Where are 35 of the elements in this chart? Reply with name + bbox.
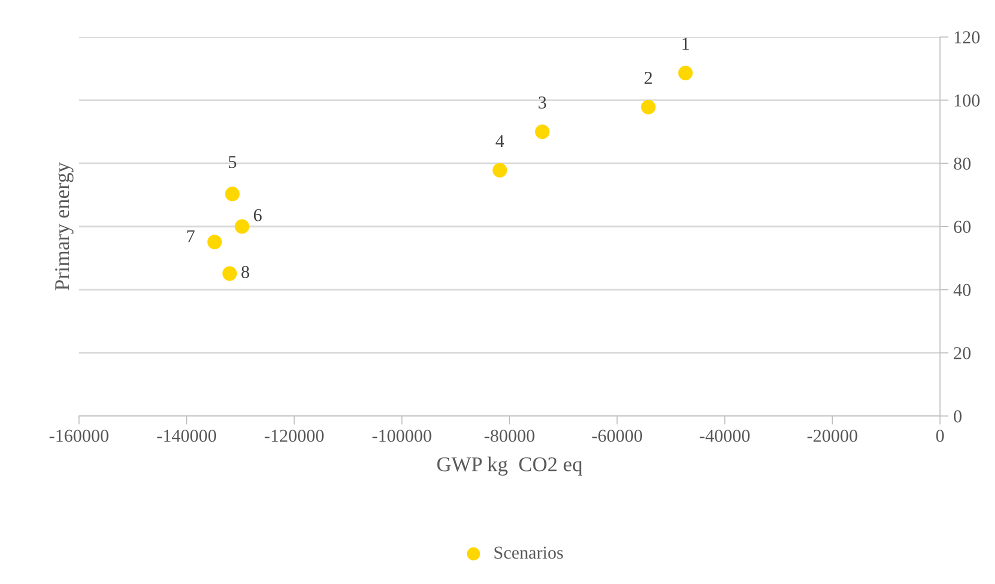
- y-tick-label: 0: [954, 410, 962, 422]
- annotation: 2: [644, 72, 652, 84]
- annotation: 7: [187, 230, 195, 242]
- x-tick-label: -40000: [700, 430, 750, 442]
- annotation: 4: [496, 135, 504, 147]
- annotation: 5: [228, 156, 236, 168]
- point: [225, 186, 240, 202]
- annotation: 3: [538, 96, 546, 109]
- x-tick-label: -20000: [807, 430, 858, 442]
- y-tick-label: 120: [954, 31, 980, 44]
- y-axis-title: Primary energy: [55, 162, 74, 290]
- x-tick-label: -100000: [372, 430, 432, 442]
- x-tick-label: 0: [936, 430, 944, 442]
- y-tick-label: 80: [954, 158, 971, 170]
- point: [678, 66, 693, 80]
- legend-label: Scenarios: [494, 546, 563, 559]
- y-tick-label: 40: [954, 284, 971, 296]
- point: [234, 219, 250, 234]
- y-tick-label: 20: [954, 347, 971, 360]
- annotation: 8: [241, 266, 250, 278]
- x-tick-label: -80000: [484, 430, 534, 442]
- y-tick-label: 100: [954, 94, 980, 107]
- x-tick-label: -60000: [592, 430, 642, 442]
- point: [492, 163, 508, 178]
- x-tick-label: -120000: [264, 430, 324, 442]
- y-tick-label: 60: [954, 220, 971, 233]
- x-tick-label: -140000: [157, 430, 216, 442]
- annotation: 6: [254, 209, 262, 222]
- x-axis-title: GWP kg CO2 eq: [437, 456, 582, 476]
- x-tick-label: -160000: [50, 430, 108, 442]
- point: [207, 234, 222, 250]
- point: [222, 266, 237, 281]
- point: [535, 124, 550, 140]
- point: [641, 100, 656, 114]
- annotation: 1: [682, 38, 689, 50]
